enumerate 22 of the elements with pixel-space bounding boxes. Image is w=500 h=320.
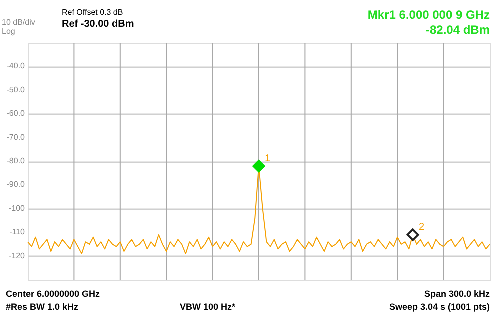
text: Ref Offset 0.3 dB (62, 8, 124, 17)
y-tick-label: -40.0 (6, 62, 26, 71)
text: Mkr1 6.000 000 9 GHz (368, 8, 490, 22)
text: 10 dB/div (2, 18, 36, 27)
series-label: 2 (419, 222, 425, 233)
text: Log (2, 27, 16, 36)
text: Ref -30.00 dBm (62, 19, 134, 30)
y-tick-label: -70.0 (6, 132, 26, 142)
text: Span 300.0 kHz (424, 289, 490, 299)
y-tick-label: -120 (8, 251, 26, 260)
text: #Res BW 1.0 kHz (6, 302, 80, 312)
y-tick-label: -90.0 (6, 180, 26, 190)
text: Sweep 3.04 s (1001 pts) (389, 302, 490, 312)
y-tick-label: -110 (10, 228, 26, 237)
y-tick-label: -60.0 (6, 109, 26, 118)
text: -82.04 dBm (426, 23, 490, 37)
series-label: 1 (265, 153, 271, 164)
y-tick-label: -100 (8, 204, 26, 213)
y-tick-label: -50.0 (6, 85, 26, 94)
text: VBW 100 Hz* (180, 302, 236, 312)
text: Center 6.0000000 GHz (6, 289, 101, 299)
y-tick-label: -80.0 (6, 156, 26, 166)
